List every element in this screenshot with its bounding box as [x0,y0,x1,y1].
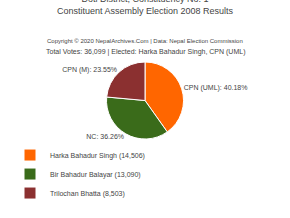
svg-text:Total Votes: 36,099 | Elected:: Total Votes: 36,099 | Elected: Harka Bah… [46,48,245,56]
svg-text:NC: 36.26%: NC: 36.26% [86,133,124,140]
svg-text:Copyright © 2020 NepalArchives: Copyright © 2020 NepalArchives.Com | Dat… [47,38,243,44]
svg-text:Bir Bahadur Balayar (13,090): Bir Bahadur Balayar (13,090) [50,171,141,179]
svg-text:Trilochan Bhatta (8,503): Trilochan Bhatta (8,503) [50,190,125,198]
svg-text:CPN (UML): 40.18%: CPN (UML): 40.18% [184,84,248,92]
svg-text:CPN (M): 23.55%: CPN (M): 23.55% [62,66,117,74]
svg-text:Harka Bahadur Singh (14,506): Harka Bahadur Singh (14,506) [50,152,145,160]
svg-text:Doti District, Constituency No: Doti District, Constituency No. 1Constit… [57,0,234,16]
